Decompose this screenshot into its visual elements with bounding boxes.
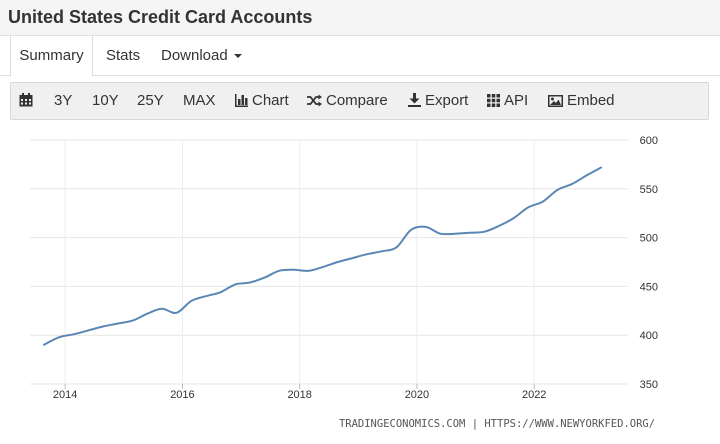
data-point (73, 333, 75, 335)
data-point (586, 174, 588, 176)
data-point (132, 320, 134, 322)
data-point (176, 312, 178, 314)
y-tick-label: 400 (640, 330, 658, 342)
x-tick-label: 2018 (287, 389, 311, 401)
title-bar: United States Credit Card Accounts (0, 0, 720, 36)
chart-grid (30, 139, 628, 389)
calendar-icon (19, 93, 33, 107)
data-point (161, 308, 163, 310)
embed-button-label: Embed (567, 92, 615, 109)
data-point (557, 189, 559, 191)
chart-button[interactable]: Chart (235, 83, 289, 119)
data-point (601, 166, 603, 168)
tab-bar: Summary Stats Download (0, 36, 720, 77)
data-point (351, 257, 354, 259)
chart-toolbar: 3Y 10Y 25Y MAX Chart Compare Export (10, 82, 709, 120)
y-tick-label: 450 (640, 281, 658, 293)
data-point (513, 217, 515, 219)
data-point (102, 325, 104, 327)
tab-download[interactable]: Download (161, 36, 242, 76)
data-point (249, 281, 251, 284)
data-point (219, 291, 222, 293)
data-point (88, 329, 90, 331)
series-line (43, 166, 603, 346)
compare-button[interactable]: Compare (307, 83, 388, 119)
data-point (263, 277, 266, 279)
calendar-button[interactable] (19, 83, 37, 119)
chart-series (42, 166, 603, 346)
data-point (395, 246, 397, 248)
shuffle-icon (307, 94, 322, 107)
tab-stats[interactable]: Stats (106, 47, 141, 64)
compare-button-label: Compare (326, 92, 388, 109)
x-axis-ticks: 2014 2016 2018 2020 2022 (53, 389, 547, 401)
export-button[interactable]: Export (408, 83, 468, 119)
data-point (483, 231, 485, 233)
data-point (498, 225, 500, 227)
data-point (366, 253, 368, 255)
bar-chart-icon (235, 94, 248, 107)
y-tick-label: 350 (640, 379, 658, 391)
page-title: United States Credit Card Accounts (8, 7, 313, 27)
data-point (571, 183, 573, 185)
data-point (234, 283, 236, 285)
data-point (190, 300, 192, 302)
grid-icon (487, 94, 500, 107)
y-axis-ticks: 350 400 450 500 550 600 (640, 135, 658, 391)
data-point (469, 232, 471, 234)
x-tick-label: 2016 (170, 389, 194, 401)
data-point (278, 270, 280, 272)
export-button-label: Export (425, 92, 469, 109)
data-point (439, 233, 441, 235)
download-icon (408, 93, 421, 107)
x-tick-label: 2014 (53, 389, 77, 401)
api-button-label: API (504, 92, 529, 109)
embed-button[interactable]: Embed (548, 83, 615, 119)
data-point (117, 322, 119, 325)
data-point (381, 250, 383, 252)
data-point (146, 313, 148, 315)
data-point (58, 336, 60, 338)
range-max-button[interactable]: MAX (183, 92, 216, 109)
data-point (527, 206, 529, 208)
x-tick-label: 2022 (522, 389, 546, 401)
data-point (307, 270, 310, 272)
data-point (205, 295, 207, 297)
data-point (454, 233, 456, 235)
range-3y-button[interactable]: 3Y (54, 92, 73, 109)
data-point (410, 229, 412, 231)
data-point (293, 269, 295, 271)
data-point (322, 266, 324, 268)
x-tick-label: 2020 (405, 389, 429, 401)
tab-download-label: Download (161, 47, 228, 64)
data-point (42, 344, 45, 346)
data-point (542, 200, 544, 203)
range-10y-button[interactable]: 10Y (92, 92, 119, 109)
caret-down-icon (233, 54, 242, 59)
y-tick-label: 500 (640, 233, 658, 245)
y-tick-label: 600 (640, 135, 658, 147)
data-point (425, 226, 427, 228)
api-button[interactable]: API (487, 83, 528, 119)
chart-button-label: Chart (252, 92, 289, 109)
source-attribution: TRADINGECONOMICS.COM | HTTPS://WWW.NEWYO… (339, 418, 655, 430)
range-25y-button[interactable]: 25Y (137, 92, 164, 109)
tab-summary[interactable]: Summary (10, 36, 93, 77)
data-point (337, 261, 339, 263)
y-tick-label: 550 (640, 184, 658, 196)
image-icon (548, 95, 563, 107)
